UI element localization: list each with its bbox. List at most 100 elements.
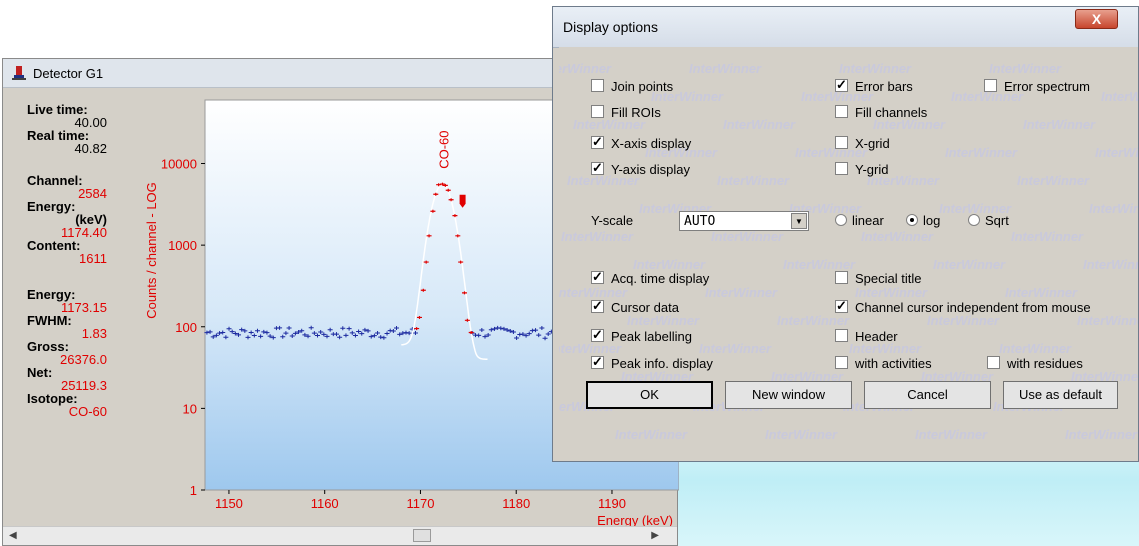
use-as-default-button[interactable]: Use as default — [1003, 381, 1118, 409]
info-label-gross: Gross: — [27, 339, 69, 354]
yscale-select[interactable]: AUTO ▼ — [679, 211, 809, 231]
checkbox-label: Acq. time display — [611, 271, 710, 286]
checkbox-label: Error bars — [855, 79, 913, 94]
watermark-text: InterWinner — [633, 257, 706, 272]
baseline-data-point — [476, 333, 482, 338]
baseline-data-point — [365, 328, 371, 333]
watermark-text: InterWinner — [621, 369, 694, 384]
peak-data-point — [442, 183, 448, 187]
watermark-text: InterWinner — [559, 285, 628, 300]
checkbox-box[interactable] — [835, 162, 848, 175]
checkbox-box[interactable]: ✓ — [835, 298, 848, 313]
watermark-text: InterWinner — [705, 285, 778, 300]
new-window-button[interactable]: New window — [725, 381, 852, 409]
baseline-data-point — [485, 333, 491, 338]
check-mark-icon: ✓ — [592, 160, 603, 175]
baseline-data-point — [232, 331, 238, 336]
baseline-data-point — [277, 325, 283, 330]
peak-data-point — [436, 183, 442, 187]
watermark-text: InterWinner — [561, 229, 634, 244]
baseline-data-point — [254, 328, 260, 333]
baseline-data-point — [327, 327, 333, 332]
dialog-titlebar[interactable]: Display options X — [553, 7, 1138, 48]
peak-data-point — [468, 331, 474, 335]
baseline-data-point — [359, 331, 365, 336]
checkbox-box[interactable] — [591, 79, 604, 92]
baseline-data-point — [352, 333, 358, 338]
checkbox-box[interactable] — [984, 79, 997, 92]
radio-label: linear — [852, 213, 884, 228]
baseline-data-point — [245, 335, 251, 340]
watermark-text: InterWinner — [861, 229, 934, 244]
baseline-data-point — [375, 331, 381, 336]
checkbox-box[interactable] — [987, 356, 1000, 369]
watermark-text: InterWinner — [1023, 117, 1096, 132]
watermark-text: InterWinner — [1065, 427, 1138, 442]
ok-button[interactable]: OK — [586, 381, 713, 409]
checkbox-box[interactable] — [591, 105, 604, 118]
baseline-data-point — [217, 331, 223, 336]
baseline-data-point — [318, 330, 324, 335]
horizontal-scrollbar[interactable]: ◀ ▶ — [3, 526, 677, 545]
checkbox-box[interactable] — [835, 356, 848, 369]
dialog-body: InterWinner InterWinner InterWinner InterWi… — [559, 47, 1138, 455]
checkbox-box[interactable]: ✓ — [591, 354, 604, 369]
watermark-text: InterWinner — [573, 117, 646, 132]
scroll-right-icon[interactable]: ▶ — [651, 530, 659, 541]
checkbox-box[interactable]: ✓ — [591, 160, 604, 175]
baseline-data-point — [491, 326, 497, 331]
checkbox-box[interactable]: ✓ — [591, 134, 604, 149]
info-label-real-time: Real time: — [27, 128, 90, 143]
info-value-real-time: 40.82 — [74, 141, 107, 156]
baseline-data-point — [270, 335, 276, 340]
baseline-data-point — [526, 331, 532, 336]
checkbox-box[interactable]: ✓ — [591, 298, 604, 313]
yscale-label: Y-scale — [591, 213, 634, 228]
peak-data-point — [464, 318, 470, 322]
checkbox-box[interactable] — [835, 105, 848, 118]
watermark-text: InterWinner — [567, 173, 640, 188]
x-tick-label: 1160 — [311, 496, 339, 511]
radio-label: log — [923, 213, 941, 228]
info-value-peak-energy: 1173.15 — [60, 300, 107, 315]
baseline-data-point — [267, 334, 273, 339]
baseline-data-point — [311, 331, 317, 336]
watermark-text: InterWinner — [559, 61, 612, 76]
checkbox-label: Y-axis display — [611, 162, 691, 177]
checkbox-box[interactable]: ✓ — [591, 269, 604, 284]
checkbox-label: Special title — [855, 271, 922, 286]
watermark-text: InterWinner — [867, 173, 940, 188]
checkbox-label: Y-grid — [855, 162, 889, 177]
baseline-data-point — [381, 335, 387, 340]
info-value-net: 25119.3 — [60, 378, 107, 393]
baseline-data-point — [251, 333, 257, 338]
peak-data-point — [452, 214, 458, 218]
checkbox-label: Fill ROIs — [611, 105, 661, 120]
checkbox-box[interactable] — [835, 329, 848, 342]
dropdown-arrow-icon[interactable]: ▼ — [791, 213, 807, 229]
scroll-thumb[interactable] — [413, 529, 431, 542]
radio-circle[interactable] — [835, 214, 847, 226]
cancel-button[interactable]: Cancel — [864, 381, 991, 409]
checkbox-box[interactable]: ✓ — [835, 77, 848, 92]
watermark-text: InterWinner — [999, 341, 1072, 356]
checkbox-box[interactable] — [835, 271, 848, 284]
baseline-data-point — [283, 331, 289, 336]
baseline-data-point — [362, 327, 368, 332]
check-mark-icon: ✓ — [592, 134, 603, 149]
radio-dot-icon — [910, 218, 914, 222]
radio-circle[interactable] — [906, 214, 918, 226]
baseline-data-point — [264, 330, 270, 335]
x-tick-label: 1180 — [502, 496, 530, 511]
checkbox-box[interactable]: ✓ — [591, 327, 604, 342]
radio-circle[interactable] — [968, 214, 980, 226]
baseline-data-point — [356, 329, 362, 334]
cursor-marker — [459, 194, 466, 208]
close-button[interactable]: X — [1075, 9, 1118, 29]
scroll-left-icon[interactable]: ◀ — [9, 530, 17, 541]
peak-data-point — [439, 182, 445, 186]
baseline-data-point — [510, 329, 516, 334]
checkbox-box[interactable] — [835, 136, 848, 149]
y-tick-label: 100 — [175, 320, 197, 335]
info-value-isotope: CO-60 — [68, 404, 107, 419]
